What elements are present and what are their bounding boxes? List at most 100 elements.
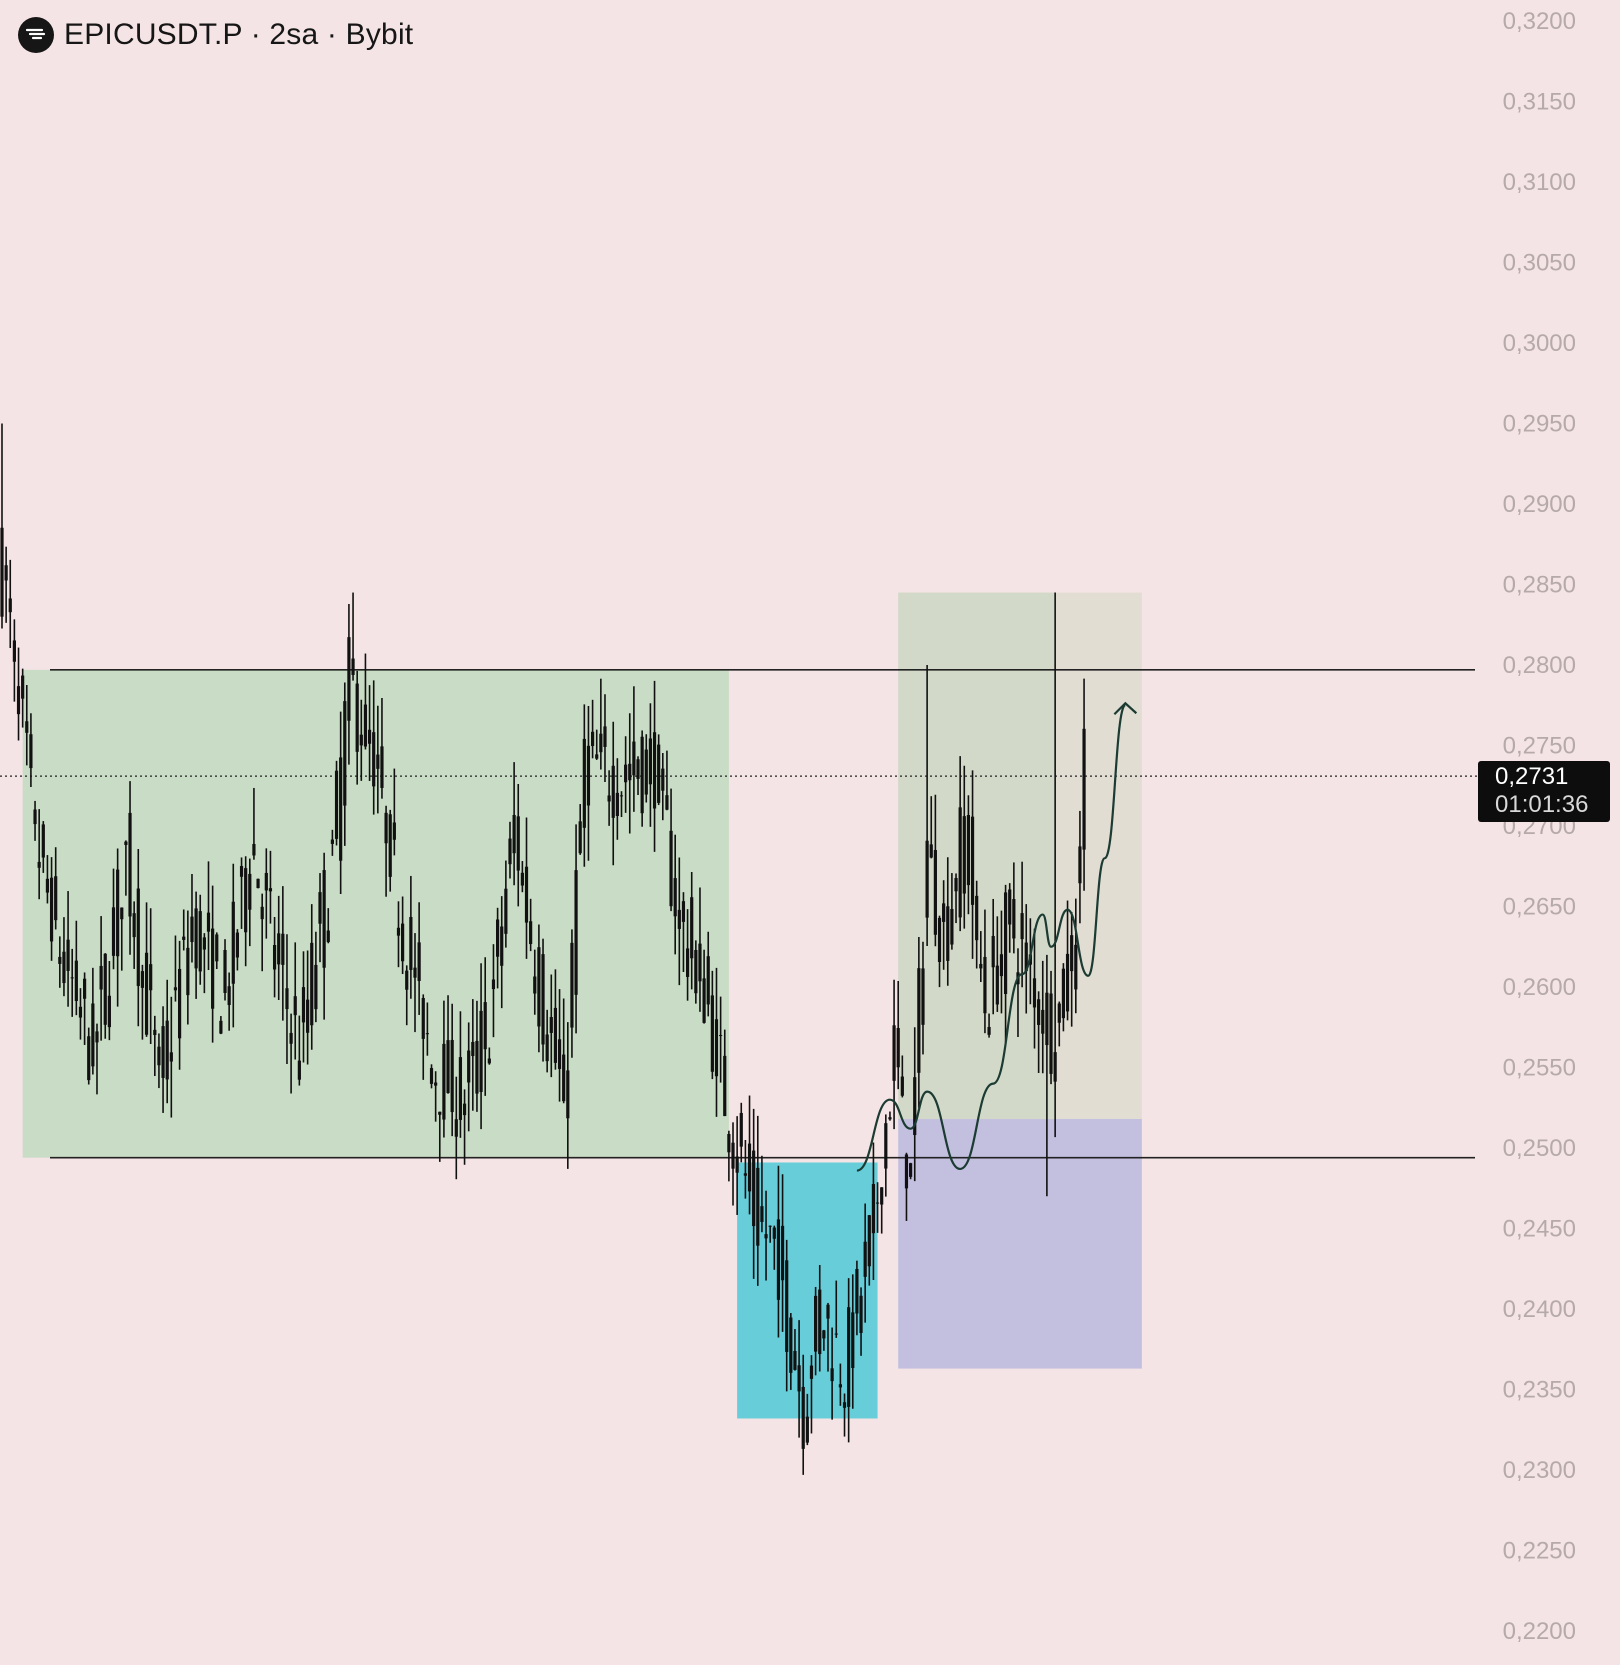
candle-body (479, 1010, 483, 1093)
candle-body (66, 939, 70, 971)
candle-body (500, 926, 504, 966)
y-axis-tick-label: 0,2850 (1503, 572, 1576, 599)
candle-body (595, 754, 599, 759)
candle-body (223, 949, 227, 993)
entry-fill-zone (898, 592, 1056, 1120)
candle-body (772, 1227, 776, 1239)
candle-body (566, 1070, 570, 1119)
candle-body (417, 942, 421, 981)
candle-body (413, 967, 417, 978)
candle-body (814, 1295, 818, 1352)
symbol-title[interactable]: EPICUSDT.P · 2sa · Bybit (64, 18, 414, 51)
candle-body (760, 1206, 764, 1222)
candle-body (442, 1043, 446, 1120)
candle-body (719, 1035, 723, 1037)
y-axis-tick-label: 0,2650 (1503, 894, 1576, 921)
candle-body (966, 815, 971, 886)
candle-body (49, 877, 54, 942)
candle-body (372, 732, 376, 787)
candle-body (970, 816, 975, 905)
chart-header: EPICUSDT.P · 2sa · Bybit (18, 16, 413, 54)
candle-body (520, 872, 524, 886)
candle-body (182, 936, 186, 940)
candle-body (462, 1103, 467, 1116)
candle-body (904, 1154, 909, 1189)
candle-body (297, 1060, 301, 1080)
candle-body (644, 749, 648, 795)
candle-body (578, 821, 582, 854)
candle-body (318, 892, 322, 924)
candle-body (698, 943, 702, 982)
candle-body (277, 933, 281, 965)
candle-body (723, 1055, 727, 1117)
candle-body (190, 916, 194, 943)
candle-body (173, 987, 178, 991)
candle-body (388, 814, 392, 877)
candle-body (805, 1416, 809, 1443)
candle-body (880, 1187, 884, 1205)
candle-body (78, 1006, 83, 1018)
candle-body (215, 934, 219, 962)
y-axis-tick-label: 0,2550 (1503, 1055, 1576, 1082)
candle-body (599, 733, 603, 753)
candle-body (169, 1052, 173, 1062)
candle-body (62, 951, 66, 984)
bybit-logo-icon (18, 17, 54, 53)
candle-body (979, 963, 983, 969)
candle-body (425, 1033, 429, 1035)
candle-body (285, 988, 289, 1010)
candle-body (826, 1304, 830, 1319)
candle-body (995, 965, 999, 1005)
candle-body (586, 745, 591, 806)
candle-body (1032, 978, 1037, 1008)
y-axis-tick-label: 0,3050 (1503, 250, 1576, 277)
candle-body (409, 916, 413, 970)
candle-body (343, 701, 347, 806)
candle-body (144, 952, 149, 1035)
candle-body (946, 906, 950, 961)
candle-body (219, 1020, 223, 1034)
candle-body (665, 795, 669, 810)
last-price-badge: 0,2731 01:01:36 (1478, 761, 1610, 822)
candle-body (582, 738, 586, 828)
candle-body (293, 996, 297, 1016)
projection-path (856, 704, 1127, 1172)
candle-body (4, 565, 8, 581)
candle-body (954, 877, 958, 892)
candle-body (21, 675, 25, 699)
candle-body (1020, 913, 1024, 940)
candle-body (116, 869, 120, 957)
candle-body (239, 866, 244, 877)
candle-body (702, 978, 706, 1023)
candle-body (177, 968, 182, 1039)
candle-body (326, 930, 330, 943)
candle-body (950, 908, 954, 945)
y-axis-tick-label: 0,3200 (1503, 8, 1576, 35)
candle-body (508, 838, 512, 865)
candle-body (590, 731, 595, 747)
candle-body (322, 870, 326, 968)
candle-body (1041, 1009, 1045, 1034)
candle-body (752, 1150, 756, 1227)
candle-body (999, 954, 1004, 977)
candle-body (58, 956, 62, 964)
candle-body (847, 1307, 851, 1407)
candle-body (789, 1317, 793, 1373)
candle-body (1003, 892, 1008, 995)
y-axis-tick-label: 0,2300 (1503, 1457, 1576, 1484)
stop-zone (898, 1119, 1142, 1369)
candle-body (149, 964, 153, 991)
candle-body (458, 1057, 463, 1120)
candle-body (136, 888, 140, 986)
candle-body (875, 1202, 880, 1204)
candle-body (1049, 993, 1053, 1074)
candle-body (735, 1156, 739, 1173)
candle-body (244, 868, 248, 933)
candle-body (1008, 889, 1012, 925)
candle-body (281, 933, 285, 965)
candle-body (975, 895, 979, 941)
candle-body (487, 1058, 491, 1064)
candle-body (648, 738, 653, 785)
y-axis-tick-label: 0,3150 (1503, 89, 1576, 116)
